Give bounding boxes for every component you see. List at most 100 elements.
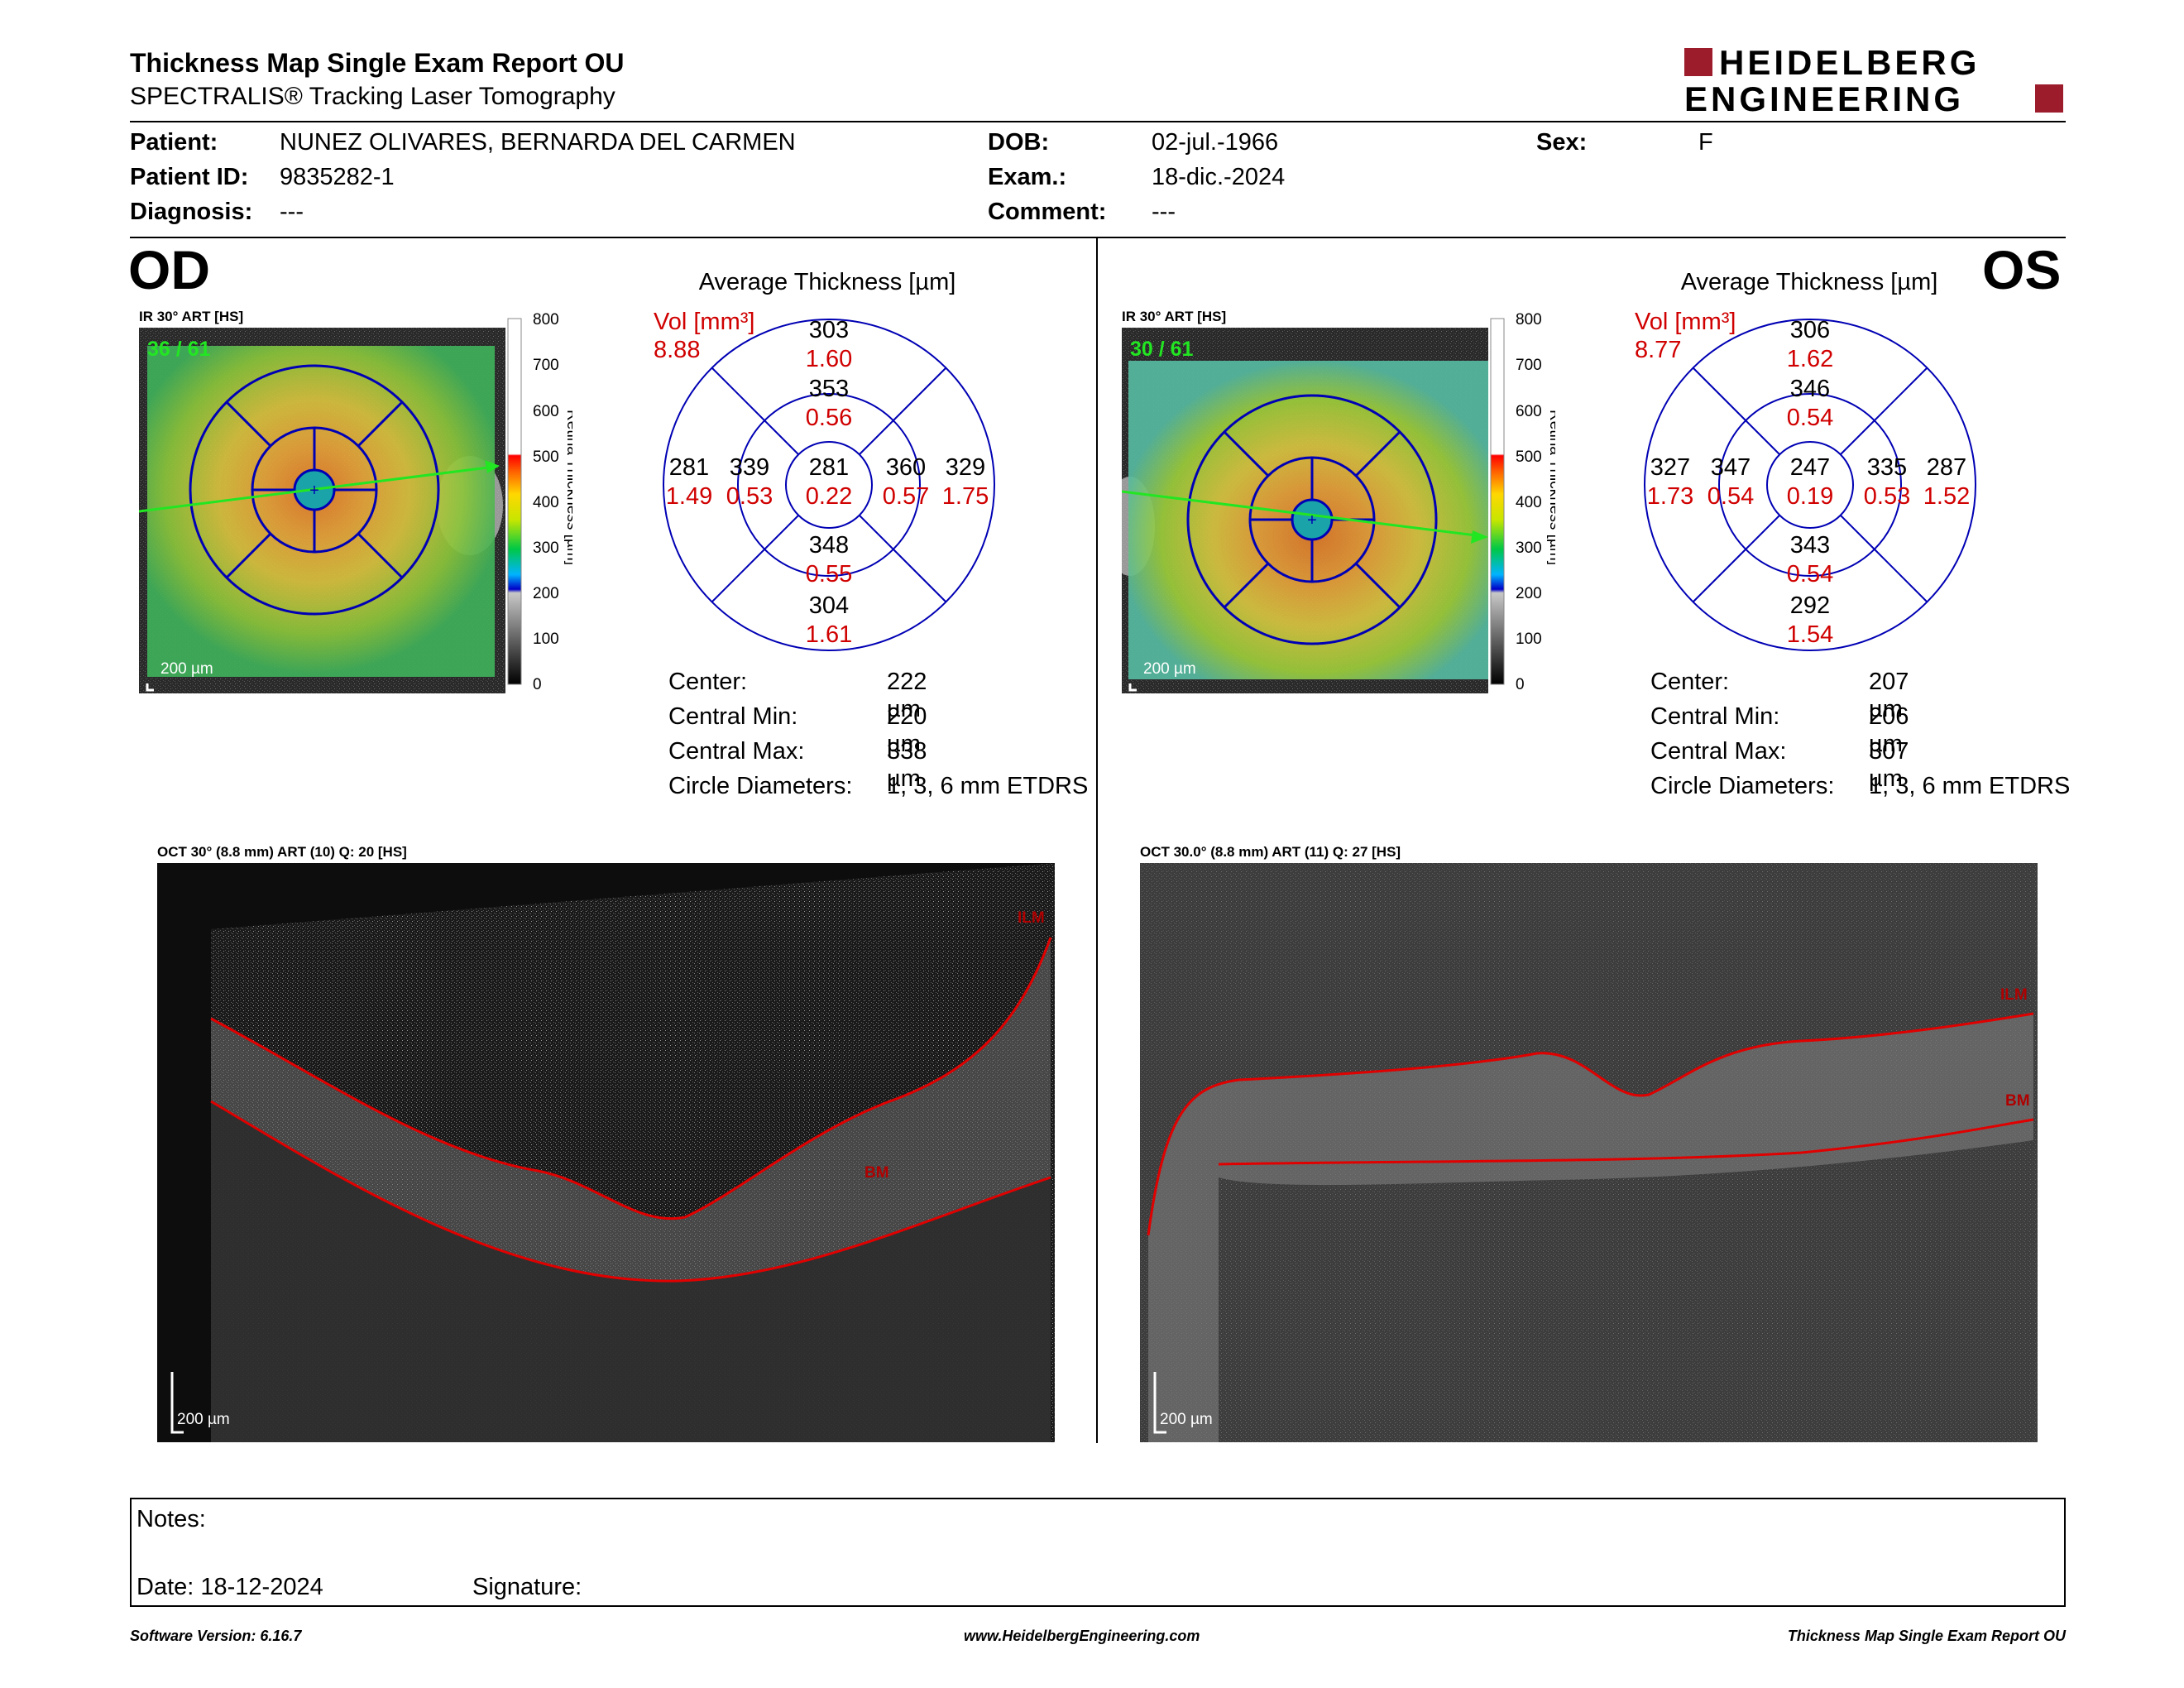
os-stat-value: 207 µm xyxy=(1869,669,1909,722)
svg-text:200: 200 xyxy=(533,585,559,602)
od-temporal-outer-volume: 1.75 xyxy=(942,483,989,510)
od-nasal-inner-thickness: 339 xyxy=(730,454,769,481)
svg-text:0: 0 xyxy=(533,676,542,693)
os-vol-value: 8.77 xyxy=(1635,337,1682,363)
footer-website[interactable]: www.HeidelbergEngineering.com xyxy=(964,1628,1200,1644)
os-stat-label: Center: xyxy=(1650,669,1730,695)
svg-text:0: 0 xyxy=(1516,676,1525,693)
heidelberg-logo: HEIDELBERG ENGINEERING xyxy=(1684,43,2063,116)
eye-divider xyxy=(1096,238,1098,1443)
od-ir-title: IR 30° ART [HS] xyxy=(139,309,244,324)
os-ilm-label: ILM xyxy=(2000,986,2028,1004)
svg-text:700: 700 xyxy=(1516,357,1542,374)
os-volume-block: Vol [mm³] 8.77 xyxy=(1635,308,1736,364)
od-inferior-inner-volume: 0.55 xyxy=(806,561,852,587)
od-oct-title: OCT 30° (8.8 mm) ART (10) Q: 20 [HS] xyxy=(157,844,407,860)
os-oct-title: OCT 30.0° (8.8 mm) ART (11) Q: 27 [HS] xyxy=(1140,844,1401,860)
os-ilm-line xyxy=(1147,1012,2034,1236)
sex-label: Sex: xyxy=(1536,129,1588,156)
od-volume-block: Vol [mm³] 8.88 xyxy=(654,308,754,364)
od-inferior-outer-volume: 1.61 xyxy=(806,621,852,648)
os-superior-inner-thickness: 346 xyxy=(1790,376,1830,402)
svg-text:300: 300 xyxy=(1516,539,1542,557)
sex-value: F xyxy=(1698,129,1713,156)
os-temporal-outer-volume: 1.73 xyxy=(1647,483,1693,510)
os-temporal-inner-volume: 0.54 xyxy=(1707,483,1754,510)
os-bm-line xyxy=(1218,1118,2034,1166)
od-oct-bscan: ILM BM 200 µm xyxy=(157,863,1055,1442)
svg-text:500: 500 xyxy=(533,448,559,466)
os-inferior-inner-thickness: 343 xyxy=(1790,532,1830,559)
od-temporal-outer-thickness: 329 xyxy=(946,454,985,481)
os-center-thickness: 247 xyxy=(1790,454,1830,481)
svg-text:400: 400 xyxy=(533,494,559,511)
svg-text:100: 100 xyxy=(533,631,559,648)
os-superior-inner-volume: 0.54 xyxy=(1787,405,1833,431)
notes-date: Date: 18-12-2024 xyxy=(136,1574,323,1600)
report-title: Thickness Map Single Exam Report OU xyxy=(130,48,625,78)
os-center-volume: 0.19 xyxy=(1787,483,1833,510)
od-inferior-outer-thickness: 304 xyxy=(809,592,849,619)
od-superior-outer-volume: 1.60 xyxy=(806,346,852,372)
od-colorbar: 800 700 600 500 400 300 200 100 0 Retina… xyxy=(507,311,572,693)
comment-value: --- xyxy=(1152,199,1176,225)
header-divider xyxy=(130,121,2066,122)
od-scan-line xyxy=(139,465,496,513)
diagnosis-label: Diagnosis: xyxy=(130,199,253,225)
notes-signature: Signature: xyxy=(472,1574,582,1600)
svg-text:800: 800 xyxy=(533,311,559,328)
os-label: OS xyxy=(1982,239,2062,300)
os-stat-label: Central Min: xyxy=(1650,703,1780,730)
os-nasal-inner-thickness: 335 xyxy=(1867,454,1907,481)
od-thickness-map: + 36 / 61 200 µm xyxy=(139,328,505,693)
od-etdrs-grid: 303 1.60 353 0.56 281 1.49 339 0.53 281 … xyxy=(663,317,995,651)
od-ilm-label: ILM xyxy=(1018,909,1045,927)
od-avg-title: Average Thickness [µm] xyxy=(698,269,956,295)
od-nasal-inner-volume: 0.53 xyxy=(726,483,773,510)
os-stat-label: Circle Diameters: xyxy=(1650,773,1835,799)
os-colorbar-label: Retina Thickness [µm] xyxy=(1546,410,1555,565)
patient-id-label: Patient ID: xyxy=(130,164,249,190)
os-oct-scale: 200 µm xyxy=(1160,1411,1213,1428)
footer-report-name: Thickness Map Single Exam Report OU xyxy=(1787,1628,2066,1644)
report-subtitle: SPECTRALIS® Tracking Laser Tomography xyxy=(130,83,615,110)
os-superior-outer-volume: 1.62 xyxy=(1787,346,1833,372)
svg-text:200: 200 xyxy=(1516,585,1542,602)
os-nasal-outer-thickness: 287 xyxy=(1927,454,1966,481)
notes-label: Notes: xyxy=(136,1506,206,1532)
exam-value: 18-dic.-2024 xyxy=(1152,164,1286,190)
svg-text:400: 400 xyxy=(1516,494,1542,511)
os-ir-title: IR 30° ART [HS] xyxy=(1122,309,1227,324)
patient-label: Patient: xyxy=(130,129,218,156)
os-colorbar-ticks: 800 700 600 500 400 300 200 100 0 xyxy=(1516,311,1542,693)
diagnosis-value: --- xyxy=(280,199,304,225)
os-avg-title: Average Thickness [µm] xyxy=(1680,269,1938,295)
svg-text:500: 500 xyxy=(1516,448,1542,466)
os-etdrs-grid: 306 1.62 346 0.54 327 1.73 347 0.54 247 … xyxy=(1644,317,1976,651)
os-inferior-inner-volume: 0.54 xyxy=(1787,561,1833,587)
svg-text:600: 600 xyxy=(533,403,559,420)
dob-value: 02-jul.-1966 xyxy=(1152,129,1279,156)
od-stat-value: 222 µm xyxy=(887,669,927,722)
od-stats: Center: 222 µm Central Min: 220 µm Central… xyxy=(668,669,1088,808)
os-superior-outer-thickness: 306 xyxy=(1790,317,1830,343)
os-vol-label: Vol [mm³] xyxy=(1635,309,1736,335)
od-stat-value: 338 µm xyxy=(887,738,927,792)
os-stat-value: 307 µm xyxy=(1869,738,1909,792)
od-stat-label: Center: xyxy=(668,669,748,695)
od-temporal-inner-thickness: 360 xyxy=(886,454,926,481)
od-ilm-line xyxy=(210,937,1052,1220)
od-colorbar-ticks: 800 700 600 500 400 300 200 100 0 xyxy=(533,311,559,693)
logo-line1: HEIDELBERG xyxy=(1719,43,1980,82)
od-temporal-inner-volume: 0.57 xyxy=(883,483,929,510)
os-temporal-inner-thickness: 347 xyxy=(1711,454,1751,481)
od-scale: 200 µm xyxy=(160,660,213,678)
os-temporal-outer-thickness: 327 xyxy=(1650,454,1690,481)
os-thickness-map: + 30 / 61 200 µm xyxy=(1122,328,1488,693)
od-nasal-outer-volume: 1.49 xyxy=(666,483,712,510)
od-superior-inner-thickness: 353 xyxy=(809,376,849,402)
od-label: OD xyxy=(128,239,210,300)
comment-label: Comment: xyxy=(988,199,1107,225)
patient-id-value: 9835282-1 xyxy=(280,164,395,190)
logo-line2: ENGINEERING xyxy=(1684,79,1964,116)
